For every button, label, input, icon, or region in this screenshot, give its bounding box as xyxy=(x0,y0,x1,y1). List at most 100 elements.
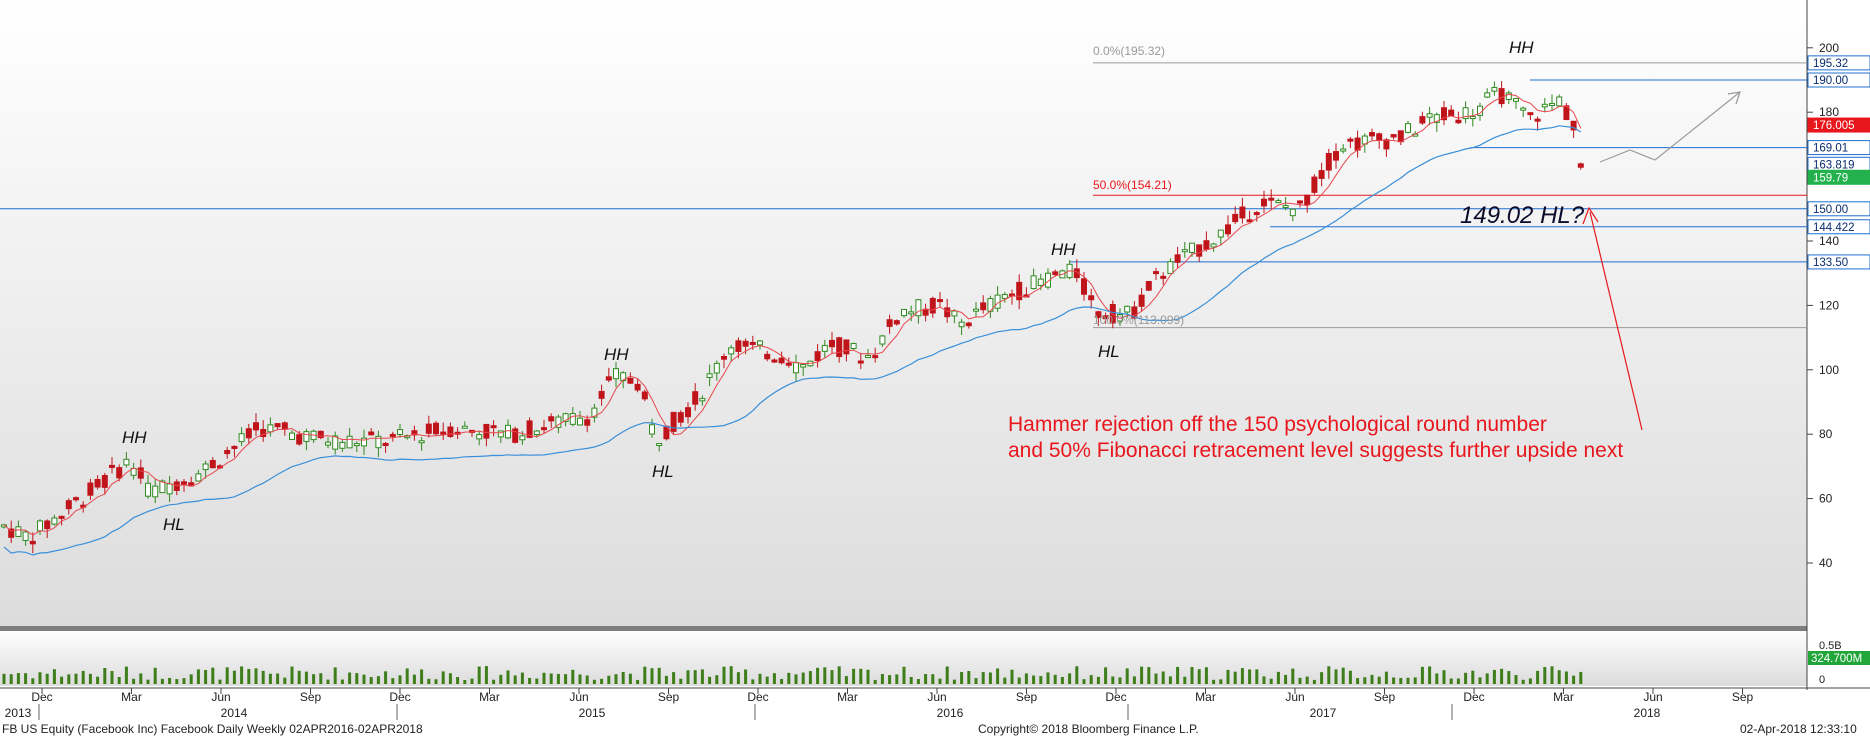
volume-bar xyxy=(297,670,301,684)
candle-body xyxy=(397,429,403,435)
hl-question-label: 149.02 HL? xyxy=(1460,202,1585,229)
volume-bar xyxy=(268,673,272,684)
candle-body xyxy=(1484,92,1491,98)
volume-bar xyxy=(1017,677,1021,684)
volume-bar xyxy=(772,673,776,684)
candle-body xyxy=(1340,148,1347,152)
candle-body xyxy=(1253,212,1260,216)
candle-body xyxy=(1275,200,1282,204)
volume-bar xyxy=(513,675,517,684)
candle-body xyxy=(1217,229,1224,238)
candle-body xyxy=(908,311,915,315)
volume-bar xyxy=(1284,674,1288,684)
candle-body xyxy=(267,424,274,433)
candle-body xyxy=(1239,206,1246,219)
volume-bar xyxy=(830,670,834,684)
volume-bar xyxy=(1500,668,1504,684)
candle-body xyxy=(692,391,699,405)
candle-body xyxy=(742,340,749,347)
volume-bar xyxy=(153,667,157,684)
volume-tag-label: 324.700M xyxy=(1811,653,1862,665)
footer-title: FB US Equity (Facebook Inc) Facebook Dai… xyxy=(2,722,423,736)
candle-body xyxy=(569,413,576,425)
candle-body xyxy=(1246,219,1253,223)
volume-bar xyxy=(110,671,114,684)
volume-bar xyxy=(1442,670,1446,684)
candle-body xyxy=(598,390,605,399)
volume-bar xyxy=(1420,666,1424,684)
volume-bar xyxy=(1204,667,1208,684)
candle-body xyxy=(1577,163,1584,168)
candle-body xyxy=(584,419,591,426)
volume-bar xyxy=(1010,669,1014,684)
candle-body xyxy=(109,464,115,468)
volume-bar xyxy=(535,678,539,684)
pattern-label: HH xyxy=(604,345,629,364)
volume-bar xyxy=(1550,666,1554,684)
price-tag-label: 159.79 xyxy=(1813,172,1848,184)
volume-bar xyxy=(1464,672,1468,684)
candle-body xyxy=(1088,295,1095,301)
volume-bar xyxy=(765,676,769,684)
candle-body xyxy=(15,526,22,537)
fib-0-label: 0.0%(195.32) xyxy=(1093,44,1166,58)
price-tag-label: 190.00 xyxy=(1813,75,1848,87)
volume-bar xyxy=(1024,673,1028,684)
volume-bar xyxy=(672,672,676,684)
volume-bar xyxy=(1399,677,1403,684)
volume-bar xyxy=(448,673,452,684)
volume-bar xyxy=(1240,668,1244,684)
candle-body xyxy=(821,344,828,352)
candle-body xyxy=(483,423,490,439)
candle-body xyxy=(159,480,166,494)
volume-bar xyxy=(24,673,28,684)
candle-body xyxy=(1541,103,1548,108)
footer-copyright: Copyright© 2018 Bloomberg Finance L.P. xyxy=(978,722,1199,736)
candle-body xyxy=(346,435,353,449)
volume-bar xyxy=(686,670,690,684)
volume-bar xyxy=(758,673,762,684)
volume-bar xyxy=(484,666,488,684)
candle-body xyxy=(677,412,684,423)
candle-body xyxy=(1325,152,1332,171)
candle-body xyxy=(613,368,619,380)
candle-body xyxy=(915,299,922,317)
candle-body xyxy=(800,363,807,368)
candle-body xyxy=(836,337,843,358)
price-tag xyxy=(1807,169,1870,185)
volume-bar xyxy=(1089,675,1093,684)
candle-body xyxy=(195,473,202,482)
candle-body xyxy=(1225,224,1231,235)
annotation-line: Hammer rejection off the 150 psychologic… xyxy=(1008,413,1547,436)
volume-bar xyxy=(196,669,200,684)
candle-body xyxy=(649,424,655,435)
candle-body xyxy=(980,302,987,311)
candle-body xyxy=(476,434,483,440)
candle-body xyxy=(850,343,857,349)
candle-body xyxy=(1304,194,1311,206)
candle-body xyxy=(37,520,43,532)
y-tick-label: 100 xyxy=(1819,363,1839,377)
candle-body xyxy=(922,308,929,316)
volume-bar xyxy=(247,668,251,684)
candle-body xyxy=(1318,170,1325,179)
volume-bar xyxy=(981,672,985,684)
candle-body xyxy=(101,475,108,488)
candle-body xyxy=(1232,213,1239,223)
volume-bar xyxy=(1363,677,1367,684)
candle-body xyxy=(1534,118,1541,122)
x-tick-label: Dec xyxy=(1463,690,1484,704)
volume-bar xyxy=(1269,678,1273,684)
volume-bar xyxy=(902,666,906,684)
volume-bar xyxy=(1471,670,1475,684)
candle-body xyxy=(51,517,58,525)
volume-bar xyxy=(715,675,719,684)
volume-bar xyxy=(1190,667,1194,684)
x-tick-label: Jun xyxy=(569,690,588,704)
price-tag xyxy=(1807,55,1870,71)
candle-body xyxy=(44,520,51,530)
volume-bar xyxy=(960,672,964,684)
x-year-label: 2014 xyxy=(221,706,248,720)
price-tag xyxy=(1807,140,1870,156)
volume-bar xyxy=(1060,677,1064,684)
